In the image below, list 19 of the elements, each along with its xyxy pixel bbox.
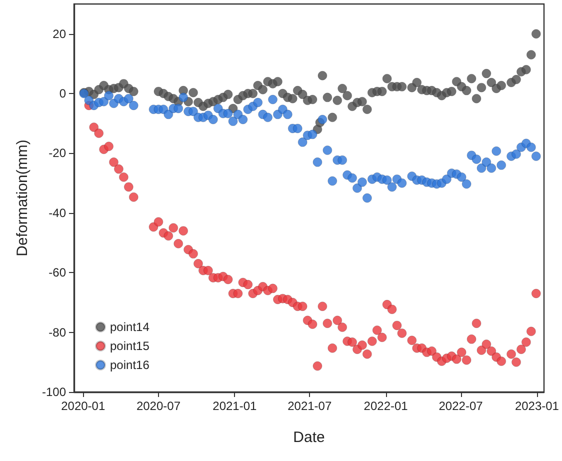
y-tick-label: -80 bbox=[48, 325, 66, 340]
y-axis-title: Deformation(mm) bbox=[14, 140, 31, 256]
y-tick-label: -20 bbox=[48, 146, 66, 160]
y-tick-label: -60 bbox=[48, 266, 66, 280]
y-tick-label: -40 bbox=[48, 206, 66, 220]
x-tick-label: 2021-07 bbox=[288, 399, 332, 413]
x-tick-label: 2020-07 bbox=[136, 399, 181, 413]
x-tick-label: 2022-07 bbox=[438, 399, 484, 413]
y-tick-label: 0 bbox=[59, 86, 66, 101]
x-tick-label: 2020-01 bbox=[61, 399, 106, 413]
x-tick-label: 2022-01 bbox=[364, 399, 408, 413]
legend-label: point15 bbox=[110, 339, 150, 353]
y-tick-label: 20 bbox=[52, 26, 66, 41]
x-tick-label: 2021-01 bbox=[212, 399, 258, 413]
x-tick-label: 2023-01 bbox=[514, 399, 560, 413]
legend-label: point14 bbox=[110, 320, 150, 334]
y-tick-label: -100 bbox=[42, 385, 66, 399]
legend-label: point16 bbox=[110, 358, 150, 372]
x-axis-title: Date bbox=[293, 429, 325, 446]
